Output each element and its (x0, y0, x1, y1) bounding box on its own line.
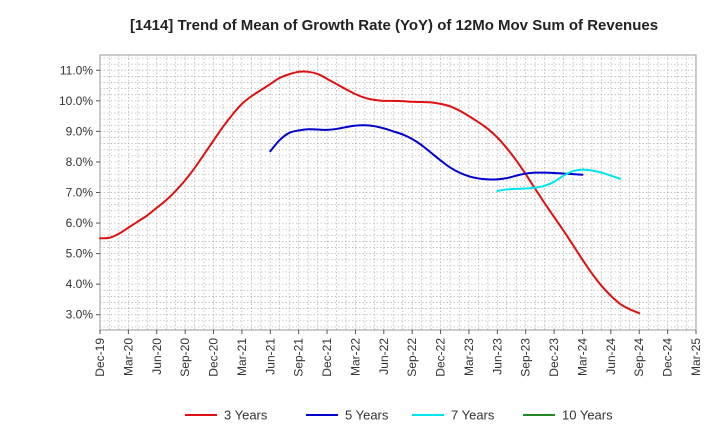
y-tick-label: 9.0% (66, 124, 94, 138)
x-tick-label: Jun-23 (490, 338, 504, 375)
x-tick-label: Dec-21 (320, 338, 334, 377)
legend-label-7-years: 7 Years (451, 408, 495, 423)
x-tick-label: Dec-22 (434, 338, 448, 377)
legend: 3 Years 5 Years 7 Years 10 Years (185, 408, 613, 423)
x-tick-label: Dec-19 (93, 338, 107, 377)
series-line-7-years (496, 168, 622, 192)
x-tick-label: Jun-21 (263, 338, 277, 375)
y-tick-label: 4.0% (66, 277, 94, 291)
y-tick-label: 5.0% (66, 247, 94, 261)
x-tick-label: Mar-23 (462, 338, 476, 376)
chart-title: [1414] Trend of Mean of Growth Rate (YoY… (130, 17, 658, 34)
legend-label-5-years: 5 Years (345, 408, 389, 423)
y-tick-label: 7.0% (66, 186, 94, 200)
x-tick-label: Dec-23 (547, 338, 561, 377)
x-tick-label: Dec-24 (661, 338, 675, 377)
legend-label-3-years: 3 Years (224, 408, 268, 423)
x-tick-label: Sep-22 (405, 338, 419, 377)
y-tick-label: 3.0% (66, 308, 94, 322)
x-tick-label: Mar-22 (348, 338, 362, 376)
x-tick-label: Jun-22 (377, 338, 391, 375)
x-tick-label: Sep-24 (632, 338, 646, 377)
x-tick-label: Dec-20 (207, 338, 221, 377)
y-tick-label: 6.0% (66, 216, 94, 230)
x-tick-label: Mar-24 (575, 338, 589, 376)
legend-label-10-years: 10 Years (562, 408, 613, 423)
y-tick-label: 8.0% (66, 155, 94, 169)
y-axis: 3.0% 4.0% 5.0% 6.0% 7.0% 8.0% 9.0% 10.0% 11.0% (59, 63, 100, 322)
x-tick-label: Sep-20 (178, 338, 192, 377)
series-line-3-years (99, 70, 641, 315)
x-tick-label: Mar-25 (689, 338, 703, 376)
x-tick-label: Mar-21 (235, 338, 249, 376)
y-tick-label: 10.0% (59, 94, 93, 108)
series-line-5-years (269, 124, 584, 181)
x-axis: Dec-19 Mar-20 Jun-20 Sep-20 Dec-20 Mar-21 Jun-… (93, 330, 703, 377)
grid (100, 55, 696, 330)
x-tick-label: Sep-23 (519, 338, 533, 377)
x-tick-label: Jun-20 (150, 338, 164, 375)
x-tick-label: Mar-20 (121, 338, 135, 376)
y-tick-label: 11.0% (60, 63, 93, 77)
x-tick-label: Sep-21 (292, 338, 306, 377)
x-tick-label: Jun-24 (604, 338, 618, 375)
series-lines (99, 70, 641, 315)
